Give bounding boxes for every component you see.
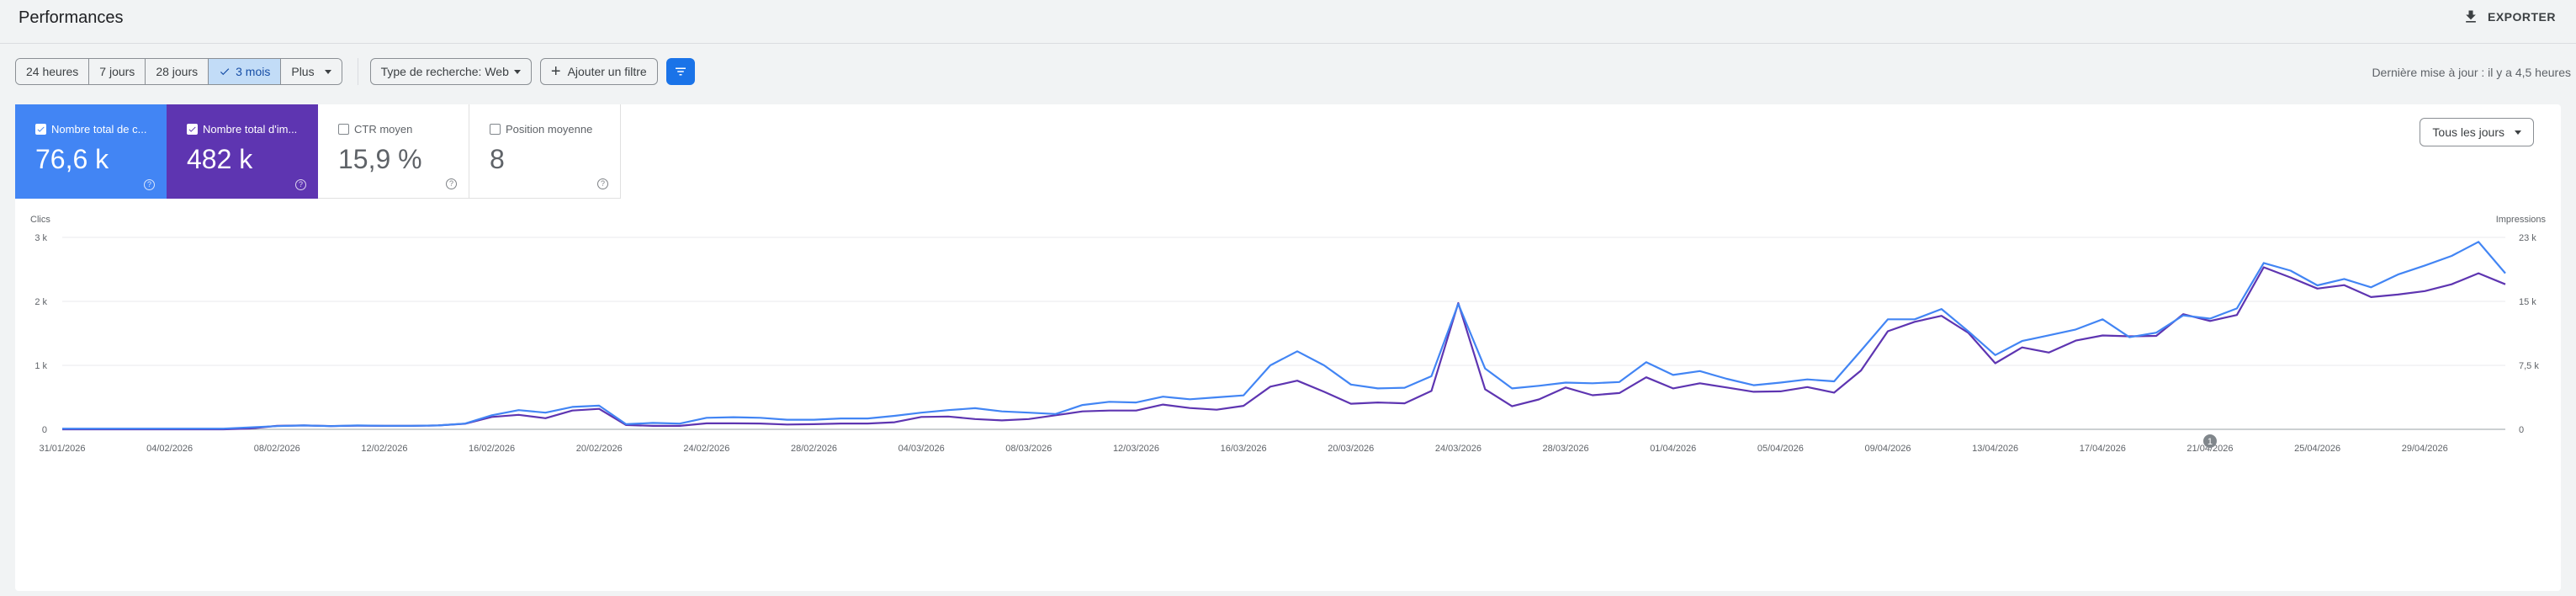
metric-label: Nombre total d'im... [203,123,298,136]
x-tick-label: 21/04/2026 [2186,444,2233,454]
x-tick-label: 28/02/2026 [791,444,837,454]
x-tick-label: 24/02/2026 [683,444,729,454]
checkbox-icon[interactable] [490,124,501,135]
metric-total-clicks[interactable]: Nombre total de c... 76,6 k ? [15,104,167,199]
performance-card: Nombre total de c... 76,6 k ? Nombre tot… [15,104,2561,591]
export-label: EXPORTER [2487,10,2556,24]
range-28d-button[interactable]: 28 jours [146,59,209,84]
metric-label: Nombre total de c... [51,123,147,136]
download-icon [2466,10,2476,23]
metric-value: 15,9 % [338,144,422,174]
y-tick-label-left: 0 [42,425,47,435]
search-type-label: Type de recherche: Web [380,65,509,78]
chevron-down-icon [2515,130,2521,135]
x-tick-label: 12/03/2026 [1113,444,1159,454]
metric-total-impressions[interactable]: Nombre total d'im... 482 k ? [167,104,318,199]
annotation-marker [2202,434,2217,448]
y-tick-label-left: 2 k [34,297,47,307]
x-tick-label: 08/02/2026 [254,444,300,454]
page-header: Performances EXPORTER [0,0,2576,44]
add-filter-button[interactable]: + Ajouter un filtre [539,58,658,85]
more-label: Plus [291,65,315,78]
plus-icon: + [550,62,561,81]
metric-label: CTR moyen [354,123,413,136]
x-tick-label: 05/04/2026 [1757,444,1804,454]
y-tick-label-right: 0 [2519,425,2524,435]
y-axis-left-title: Clics [30,215,50,225]
x-tick-label: 04/03/2026 [898,444,945,454]
last-updated-text: Dernière mise à jour : il y a 4,5 heures [2372,66,2571,79]
x-tick-label: 13/04/2026 [1972,444,2018,454]
help-icon[interactable]: ? [295,179,306,190]
chevron-down-icon [513,69,521,74]
y-tick-label-right: 15 k [2519,297,2536,307]
y-axis-right-title: Impressions [2496,215,2547,225]
x-tick-label: 28/03/2026 [1543,444,1589,454]
y-tick-label-right: 7,5 k [2519,361,2539,371]
date-range-selector: 24 heures 7 jours 28 jours 3 mois Plus [15,58,342,85]
checkbox-icon[interactable] [338,124,349,135]
metric-value: 8 [490,144,505,174]
metric-average-position[interactable]: Position moyenne 8 ? [469,104,621,199]
range-3m-label: 3 mois [236,65,271,78]
page-title: Performances [19,8,124,27]
x-tick-label: 16/03/2026 [1221,444,1267,454]
x-tick-label: 04/02/2026 [146,444,193,454]
more-ranges-dropdown[interactable]: Plus [281,59,342,84]
range-7d-button[interactable]: 7 jours [89,59,146,84]
y-tick-label-left: 1 k [34,361,47,371]
search-type-dropdown[interactable]: Type de recherche: Web [369,58,532,85]
x-tick-label: 16/02/2026 [469,444,515,454]
granularity-dropdown[interactable]: Tous les jours [2420,118,2534,146]
export-button[interactable]: EXPORTER [2462,8,2556,25]
metric-value: 76,6 k [35,144,109,174]
toolbar: 24 heures 7 jours 28 jours 3 mois Plus T… [15,57,695,86]
x-tick-label: 08/03/2026 [1005,444,1052,454]
x-tick-label: 24/03/2026 [1435,444,1481,454]
checkbox-checked-icon[interactable] [187,124,198,135]
metric-tabs: Nombre total de c... 76,6 k ? Nombre tot… [15,104,621,199]
filter-options-button[interactable] [665,58,695,85]
y-tick-label-left: 3 k [34,233,47,243]
x-tick-label: 20/03/2026 [1328,444,1374,454]
clicks-series-line [62,241,2506,430]
checkbox-checked-icon[interactable] [35,124,46,135]
annotation-label: 1 [2208,437,2213,447]
x-tick-label: 29/04/2026 [2402,444,2448,454]
help-icon[interactable]: ? [597,178,608,189]
performance-chart: Clics Impressions 0 0 1 k 7,5 k 2 k 15 k 3 k 23 k… [30,215,2547,454]
x-tick-label: 31/01/2026 [39,444,85,454]
metric-label: Position moyenne [506,123,593,136]
range-3m-button[interactable]: 3 mois [209,59,282,84]
y-tick-label-right: 23 k [2519,233,2536,243]
help-icon[interactable]: ? [446,178,457,189]
x-tick-label: 20/02/2026 [576,444,623,454]
x-tick-label: 01/04/2026 [1650,444,1696,454]
granularity-label: Tous les jours [2432,125,2504,139]
metric-average-ctr[interactable]: CTR moyen 15,9 % ? [318,104,469,199]
x-tick-label: 12/02/2026 [361,444,407,454]
range-24h-button[interactable]: 24 heures [16,59,90,84]
filter-icon [675,67,686,76]
x-tick-label: 17/04/2026 [2080,444,2126,454]
help-icon[interactable]: ? [144,179,155,190]
add-filter-label: Ajouter un filtre [567,65,647,78]
x-tick-label: 09/04/2026 [1864,444,1911,454]
metric-value: 482 k [187,144,253,174]
impressions-series-line [62,266,2506,431]
x-tick-label: 25/04/2026 [2294,444,2340,454]
check-icon [220,68,230,76]
chevron-down-icon [324,69,331,74]
